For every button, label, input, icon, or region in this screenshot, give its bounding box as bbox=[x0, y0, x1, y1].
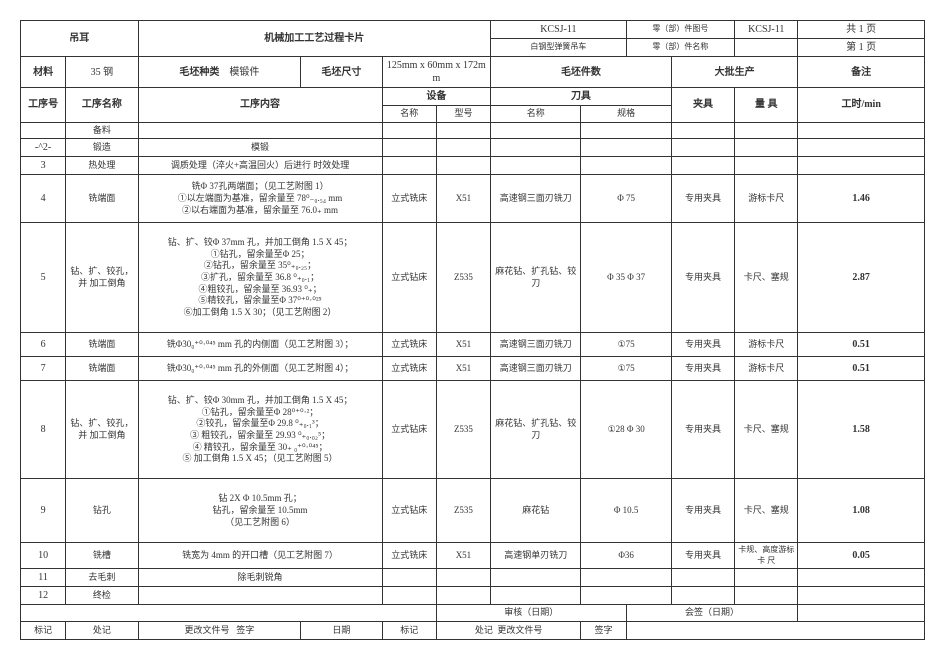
changedoc-label: 更改文件号 bbox=[184, 625, 229, 635]
table-row: -^2-锻造模锻 bbox=[21, 139, 925, 157]
footer-row: 审核（日期） 会签（日期） bbox=[21, 605, 925, 622]
col-tool-name: 名称 bbox=[491, 106, 581, 123]
date-label: 日期 bbox=[301, 621, 382, 639]
blank-size-label: 毛坯尺寸 bbox=[301, 57, 382, 88]
pages1: 共 1 页 bbox=[798, 21, 925, 39]
content-cell: 钻 2X Φ 10.5mm 孔； 钻孔，留余量至 10.5mm （见工艺附图 6… bbox=[138, 479, 382, 543]
blank-size-value: 125mm x 60mm x 172mm bbox=[382, 57, 490, 88]
sign-label: 签字 bbox=[236, 625, 254, 635]
batch-label: 大批生产 bbox=[671, 57, 798, 88]
code1: KCSJ-11 bbox=[491, 21, 627, 39]
title-center: 机械加工工艺过程卡片 bbox=[138, 21, 491, 57]
col-name: 工序名称 bbox=[66, 88, 138, 123]
blank-count-label: 毛坯件数 bbox=[491, 57, 672, 88]
col-equip: 设备 bbox=[382, 88, 490, 106]
col-fixture: 夹具 bbox=[671, 88, 734, 123]
table-row: 12终检 bbox=[21, 587, 925, 605]
col-equip-name: 名称 bbox=[382, 106, 436, 123]
col-content: 工序内容 bbox=[138, 88, 382, 123]
mark-label-2: 标记 bbox=[382, 621, 436, 639]
title-left: 吊耳 bbox=[21, 21, 139, 57]
footer-row: 标记 处记 更改文件号 签字 日期 标记 处记 更改文件号 签字 bbox=[21, 621, 925, 639]
countersign-label: 会签（日期） bbox=[626, 605, 798, 622]
col-tool: 刀具 bbox=[491, 88, 672, 106]
code2: KCSJ-11 bbox=[735, 21, 798, 39]
blank-type-value: 模锻件 bbox=[229, 67, 259, 78]
table-row: 9 钻孔 钻 2X Φ 10.5mm 孔； 钻孔，留余量至 10.5mm （见工… bbox=[21, 479, 925, 543]
mat-value: 35 钢 bbox=[66, 57, 138, 88]
table-row: 备料 bbox=[21, 122, 925, 139]
reviewed-label: 审核（日期） bbox=[436, 605, 626, 622]
blank-type-label: 毛坯种类 bbox=[179, 67, 219, 78]
content-cell: 钻、扩、铰Φ 30mm 孔，并加工倒角 1.5 X 45； ①钻孔，留余量至Φ … bbox=[138, 381, 382, 479]
content-cell: 铣Φ 37孔两端面；（见工艺附图 1） ①以左端面为基准，留余量至 78⁰₋₀.… bbox=[138, 175, 382, 223]
col-tool-spec: 规格 bbox=[581, 106, 671, 123]
place-label: 处记 bbox=[66, 621, 138, 639]
process-card-table: 吊耳 机械加工工艺过程卡片 KCSJ-11 零（部）件图号 KCSJ-11 共 … bbox=[20, 20, 925, 640]
table-row: 7 铣端面 铣Φ30₀⁺⁰·⁰⁴⁵ mm 孔的外侧面（见工艺附图 4）； 立式铣… bbox=[21, 357, 925, 381]
table-row: 8 钻、扩、铰孔，并 加工倒角 钻、扩、铰Φ 30mm 孔，并加工倒角 1.5 … bbox=[21, 381, 925, 479]
table-row: 11去毛刺除毛刺锐角 bbox=[21, 569, 925, 587]
col-seq: 工序号 bbox=[21, 88, 66, 123]
mark-label: 标记 bbox=[21, 621, 66, 639]
table-row: 5 钻、扩、铰孔，并 加工倒角 钻、扩、铰Φ 37mm 孔，并加工倒角 1.5 … bbox=[21, 223, 925, 333]
table-row: 3热处理调质处理（淬火+高温回火）后进行 时效处理 bbox=[21, 157, 925, 175]
subtitle: 白钢型弹簧吊车 bbox=[491, 39, 627, 57]
part-name-label: 零（部）件名称 bbox=[626, 39, 734, 57]
table-row: 4 铣端面 铣Φ 37孔两端面；（见工艺附图 1） ①以左端面为基准，留余量至 … bbox=[21, 175, 925, 223]
content-cell: 钻、扩、铰Φ 37mm 孔，并加工倒角 1.5 X 45； ①钻孔，留余量至Φ … bbox=[138, 223, 382, 333]
remark-label: 备注 bbox=[798, 57, 925, 88]
part-no-label: 零（部）件图号 bbox=[626, 21, 734, 39]
table-row: 6 铣端面 铣Φ30₀⁺⁰·⁰⁴⁵ mm 孔的内侧面（见工艺附图 3）； 立式铣… bbox=[21, 333, 925, 357]
pages2: 第 1 页 bbox=[798, 39, 925, 57]
col-time: 工时/min bbox=[798, 88, 925, 123]
col-equip-model: 型号 bbox=[436, 106, 490, 123]
table-row: 10 铣槽 铣宽为 4mm 的开口槽（见工艺附图 7） 立式铣床 X51 高速钢… bbox=[21, 543, 925, 569]
col-measure: 量 具 bbox=[735, 88, 798, 123]
mat-label: 材料 bbox=[21, 57, 66, 88]
